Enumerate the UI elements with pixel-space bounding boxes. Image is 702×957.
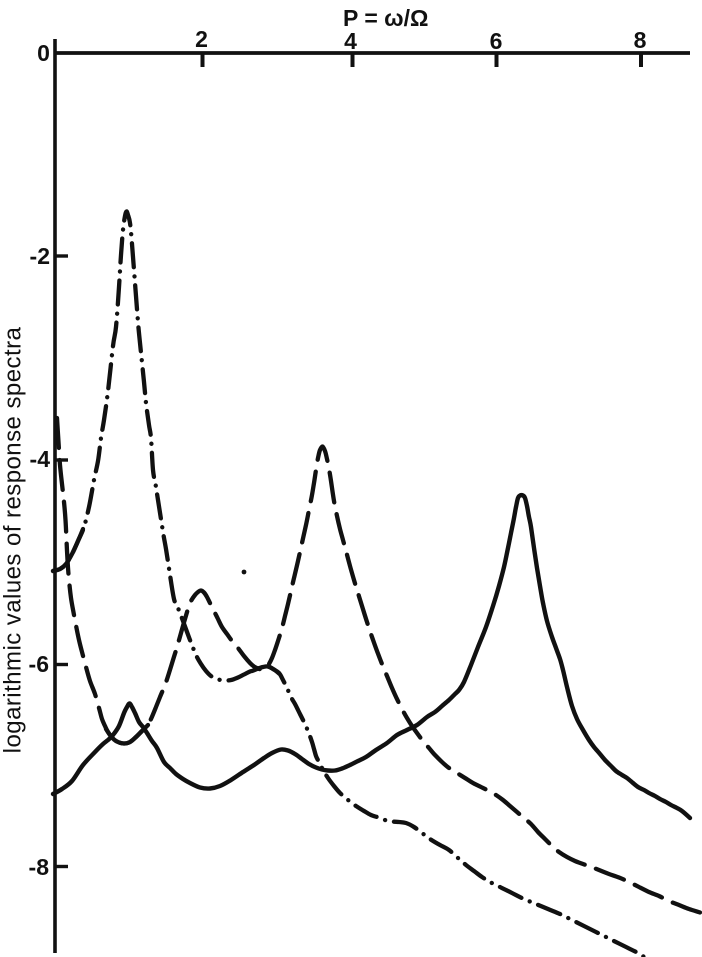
svg-text:4: 4	[344, 28, 357, 54]
svg-text:-2: -2	[30, 243, 50, 269]
svg-text:2: 2	[195, 26, 208, 52]
svg-text:P = ω/Ω: P = ω/Ω	[343, 5, 428, 31]
svg-text:6: 6	[490, 28, 503, 54]
svg-text:-6: -6	[29, 651, 49, 677]
svg-text:0: 0	[37, 40, 50, 66]
svg-text:logarithmic values of response: logarithmic values of response spectra	[0, 326, 27, 753]
svg-text:8: 8	[634, 27, 647, 53]
svg-text:-4: -4	[30, 446, 51, 472]
svg-text:-8: -8	[29, 854, 50, 880]
